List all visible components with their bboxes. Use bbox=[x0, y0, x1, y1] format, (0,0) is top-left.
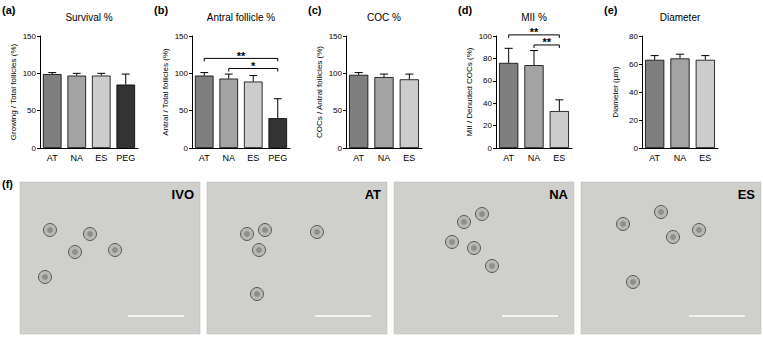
svg-text:PEG: PEG bbox=[268, 153, 287, 163]
svg-text:COCs / Antral follicles (%): COCs / Antral follicles (%) bbox=[315, 46, 324, 138]
svg-text:AT: AT bbox=[649, 153, 660, 163]
svg-text:0: 0 bbox=[634, 144, 639, 153]
svg-text:MII / Denuded COCs (%): MII / Denuded COCs (%) bbox=[465, 47, 474, 136]
svg-text:*: * bbox=[251, 60, 256, 72]
svg-text:60: 60 bbox=[483, 76, 492, 85]
svg-text:NA: NA bbox=[549, 187, 568, 202]
svg-text:(e): (e) bbox=[604, 4, 618, 16]
svg-text:100: 100 bbox=[329, 69, 343, 78]
svg-text:(f): (f) bbox=[2, 178, 13, 190]
svg-text:50: 50 bbox=[179, 106, 188, 115]
svg-text:NA: NA bbox=[528, 153, 541, 163]
svg-text:ES: ES bbox=[403, 153, 415, 163]
svg-text:0: 0 bbox=[184, 144, 189, 153]
svg-text:NA: NA bbox=[70, 153, 83, 163]
svg-text:AT: AT bbox=[365, 187, 381, 202]
svg-text:ES: ES bbox=[247, 153, 259, 163]
svg-text:20: 20 bbox=[629, 116, 638, 125]
svg-text:ES: ES bbox=[738, 187, 756, 202]
svg-text:Antral follicle %: Antral follicle % bbox=[207, 12, 275, 23]
svg-text:60: 60 bbox=[629, 60, 638, 69]
svg-text:0: 0 bbox=[338, 144, 343, 153]
svg-text:(a): (a) bbox=[2, 4, 16, 16]
svg-text:(c): (c) bbox=[308, 4, 322, 16]
svg-text:40: 40 bbox=[483, 99, 492, 108]
svg-text:50: 50 bbox=[333, 106, 342, 115]
svg-text:Diameter: Diameter bbox=[660, 12, 701, 23]
svg-text:AT: AT bbox=[503, 153, 514, 163]
svg-text:150: 150 bbox=[175, 32, 189, 41]
svg-text:AT: AT bbox=[47, 153, 58, 163]
svg-text:100: 100 bbox=[23, 69, 37, 78]
svg-text:ES: ES bbox=[95, 153, 107, 163]
svg-text:(b): (b) bbox=[154, 4, 168, 16]
svg-text:Growing / Total follicles (%): Growing / Total follicles (%) bbox=[9, 44, 18, 141]
svg-text:MII %: MII % bbox=[521, 12, 547, 23]
svg-text:40: 40 bbox=[629, 88, 638, 97]
svg-text:Survival %: Survival % bbox=[65, 12, 112, 23]
svg-text:(d): (d) bbox=[458, 4, 472, 16]
svg-text:AT: AT bbox=[353, 153, 364, 163]
svg-text:NA: NA bbox=[222, 153, 235, 163]
svg-text:**: ** bbox=[530, 26, 539, 38]
svg-text:Antral / Total follicles (%): Antral / Total follicles (%) bbox=[161, 48, 170, 136]
svg-text:80: 80 bbox=[483, 54, 492, 63]
svg-text:ES: ES bbox=[699, 153, 711, 163]
svg-text:PEG: PEG bbox=[116, 153, 135, 163]
svg-text:IVO: IVO bbox=[172, 187, 194, 202]
svg-text:**: ** bbox=[542, 36, 551, 48]
svg-text:50: 50 bbox=[27, 106, 36, 115]
svg-text:0: 0 bbox=[488, 144, 493, 153]
svg-text:ES: ES bbox=[553, 153, 565, 163]
svg-text:COC %: COC % bbox=[367, 12, 401, 23]
svg-text:20: 20 bbox=[483, 121, 492, 130]
svg-text:100: 100 bbox=[175, 69, 189, 78]
svg-text:AT: AT bbox=[199, 153, 210, 163]
svg-text:0: 0 bbox=[32, 144, 37, 153]
svg-text:150: 150 bbox=[23, 32, 37, 41]
svg-text:150: 150 bbox=[329, 32, 343, 41]
svg-text:Diameter (µm): Diameter (µm) bbox=[611, 66, 620, 118]
svg-text:80: 80 bbox=[629, 32, 638, 41]
svg-text:NA: NA bbox=[674, 153, 687, 163]
svg-text:NA: NA bbox=[378, 153, 391, 163]
svg-text:**: ** bbox=[237, 50, 246, 62]
svg-text:100: 100 bbox=[479, 32, 493, 41]
